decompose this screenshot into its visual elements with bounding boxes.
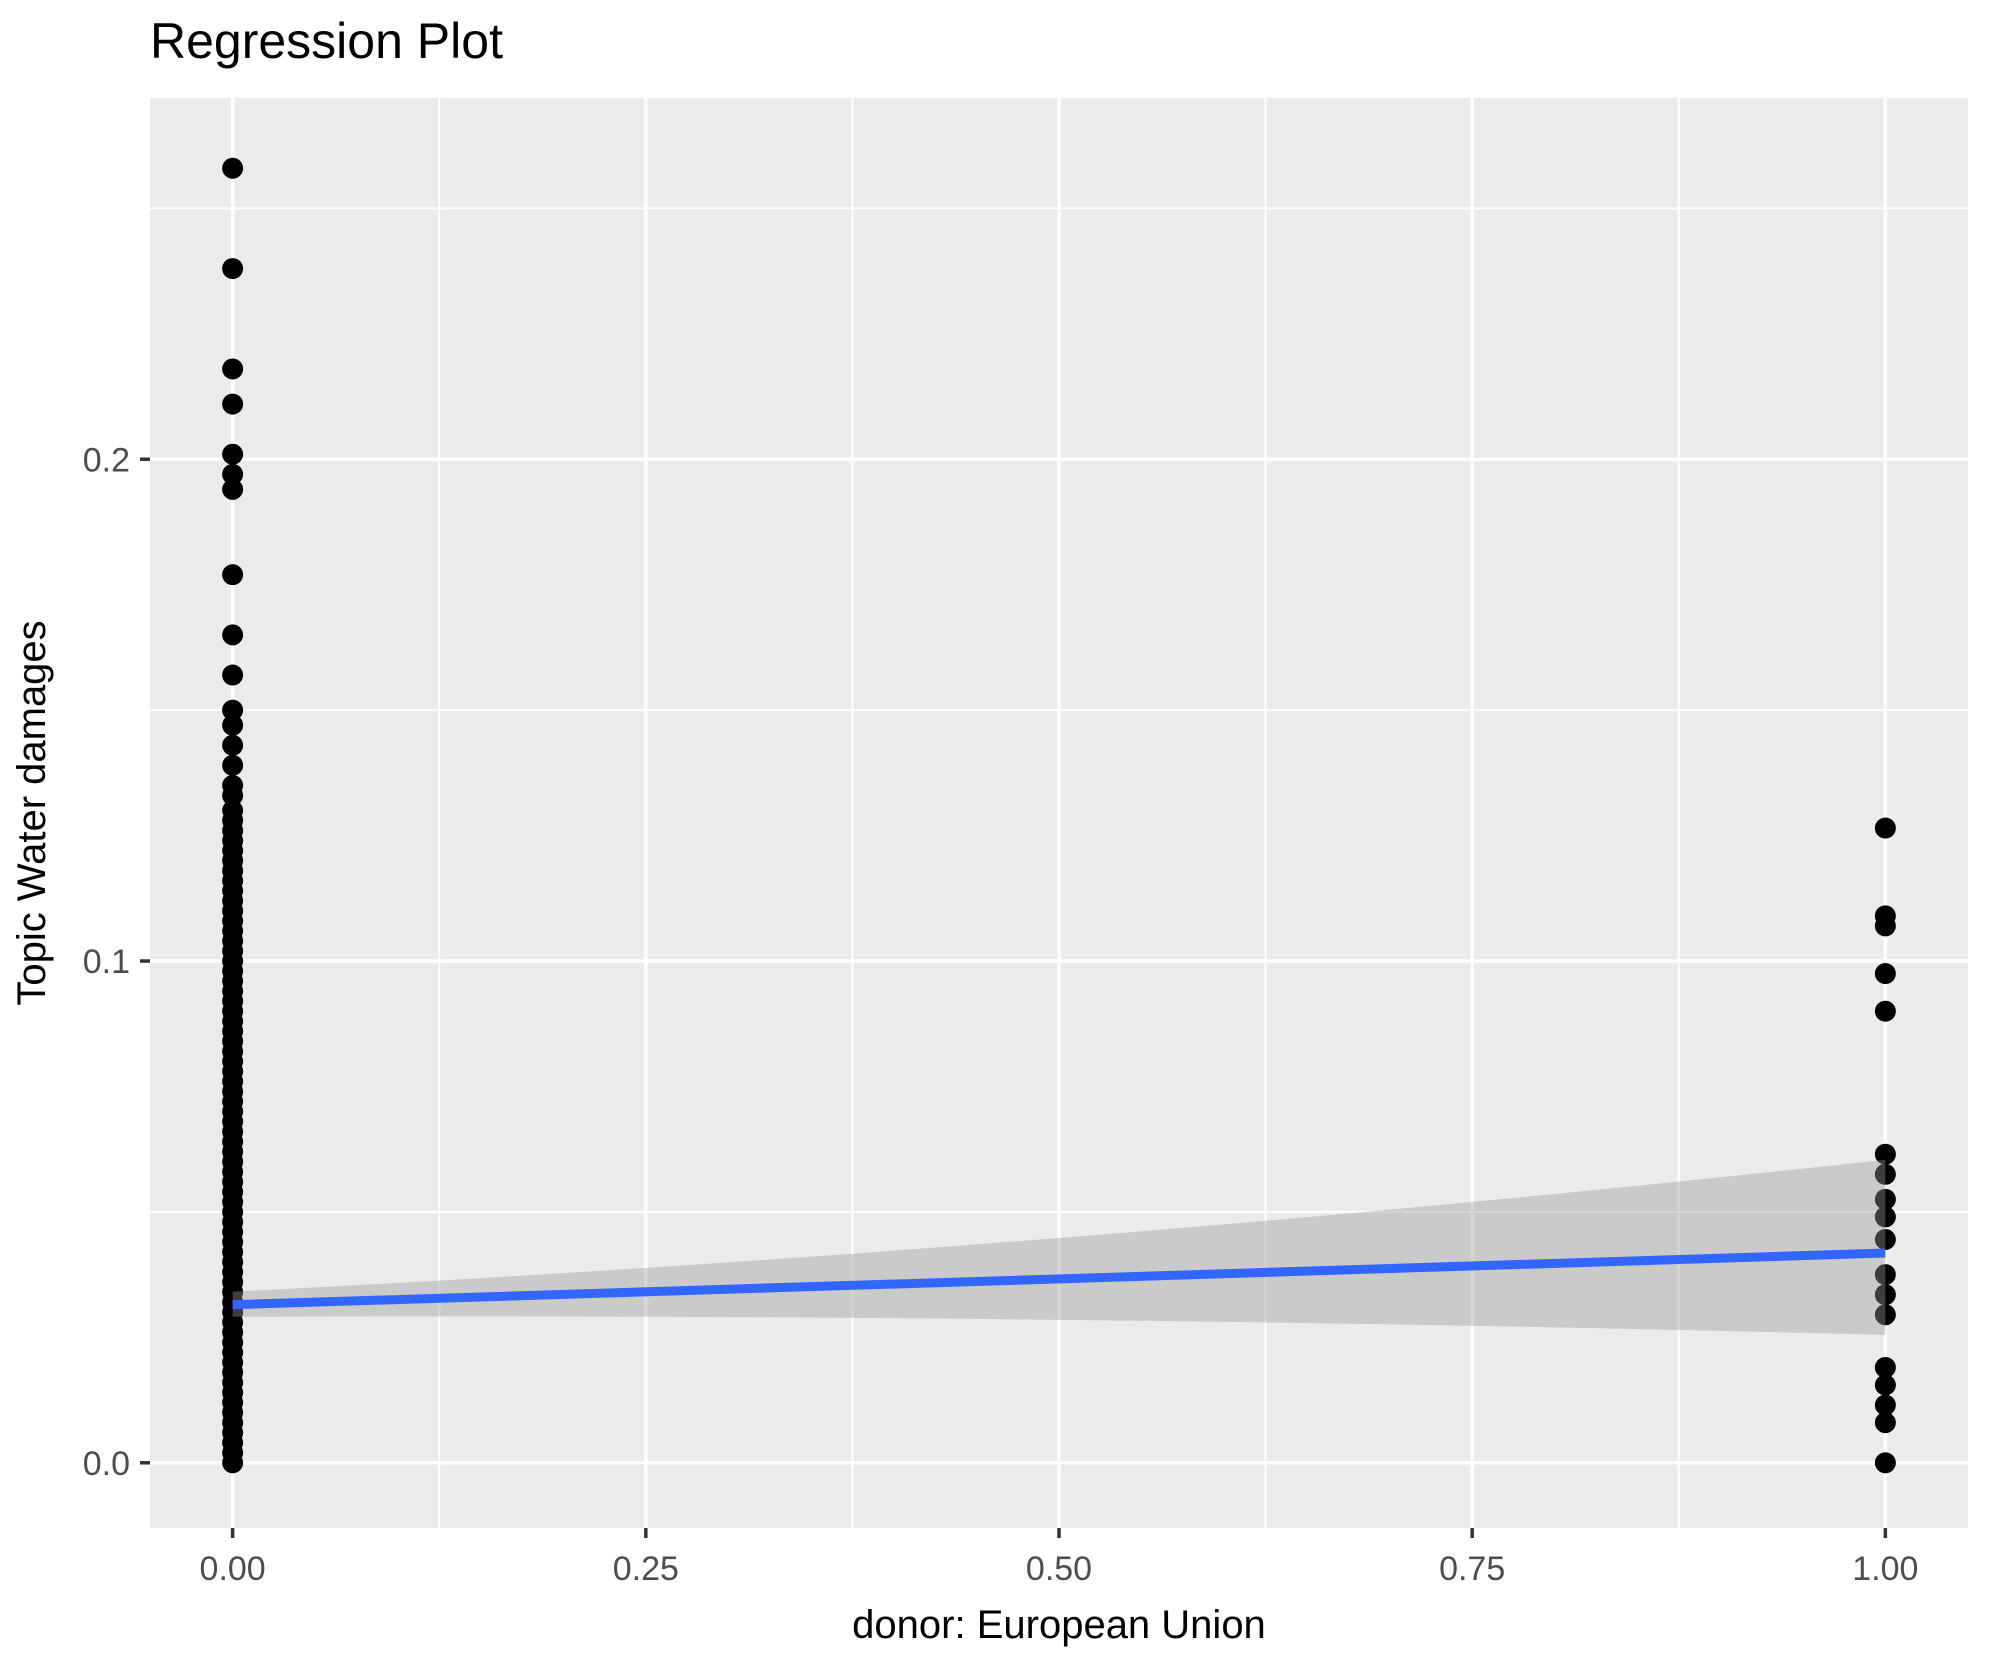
- data-point: [1874, 963, 1896, 985]
- axis-tick-marks: [140, 457, 1888, 1538]
- data-point: [1874, 1206, 1896, 1228]
- data-point: [222, 734, 244, 756]
- data-point: [1874, 1304, 1896, 1326]
- data-point: [1874, 1394, 1896, 1416]
- data-point: [222, 784, 244, 806]
- data-point: [222, 358, 244, 380]
- data-point: [222, 754, 244, 776]
- major-gridlines: [150, 98, 1968, 1528]
- data-point: [222, 463, 244, 485]
- data-point: [1874, 1163, 1896, 1185]
- x-axis-title: donor: European Union: [852, 1603, 1266, 1647]
- y-axis-title: Topic Water damages: [10, 620, 54, 1005]
- data-point: [1874, 1264, 1896, 1286]
- data-point: [1874, 1284, 1896, 1306]
- data-point: [222, 1452, 244, 1474]
- data-point: [1874, 1356, 1896, 1378]
- scatter-points: [222, 157, 1896, 1474]
- data-point: [222, 714, 244, 736]
- data-point: [222, 664, 244, 686]
- data-point: [222, 564, 244, 586]
- data-point: [222, 624, 244, 646]
- y-tick-label: 0.1: [83, 943, 130, 981]
- data-point: [1874, 1452, 1896, 1474]
- data-point: [222, 699, 244, 721]
- data-point: [222, 443, 244, 465]
- y-tick-label: 0.2: [83, 441, 130, 479]
- data-point: [222, 258, 244, 280]
- regression-line: [232, 1248, 1886, 1310]
- data-point: [1874, 1188, 1896, 1210]
- axis-tick-labels: 0.00 0.25 0.50 0.75 1.00 0.0 0.1 0.2: [83, 441, 1919, 1588]
- data-point: [222, 478, 244, 500]
- data-point: [1874, 1143, 1896, 1165]
- x-tick-label: 1.00: [1852, 1550, 1918, 1588]
- data-point: [1874, 1374, 1896, 1396]
- data-point: [222, 157, 244, 179]
- x-tick-label: 0.25: [613, 1550, 679, 1588]
- data-point: [1874, 1000, 1896, 1022]
- y-tick-label: 0.0: [83, 1445, 130, 1483]
- x-tick-label: 0.00: [200, 1550, 266, 1588]
- data-point: [1874, 915, 1896, 937]
- plot-title: Regression Plot: [150, 13, 503, 69]
- data-point: [1874, 1228, 1896, 1250]
- data-point: [1874, 1412, 1896, 1434]
- x-tick-label: 0.50: [1026, 1550, 1092, 1588]
- data-point: [222, 393, 244, 415]
- data-point: [1874, 817, 1896, 839]
- x-tick-label: 0.75: [1439, 1550, 1505, 1588]
